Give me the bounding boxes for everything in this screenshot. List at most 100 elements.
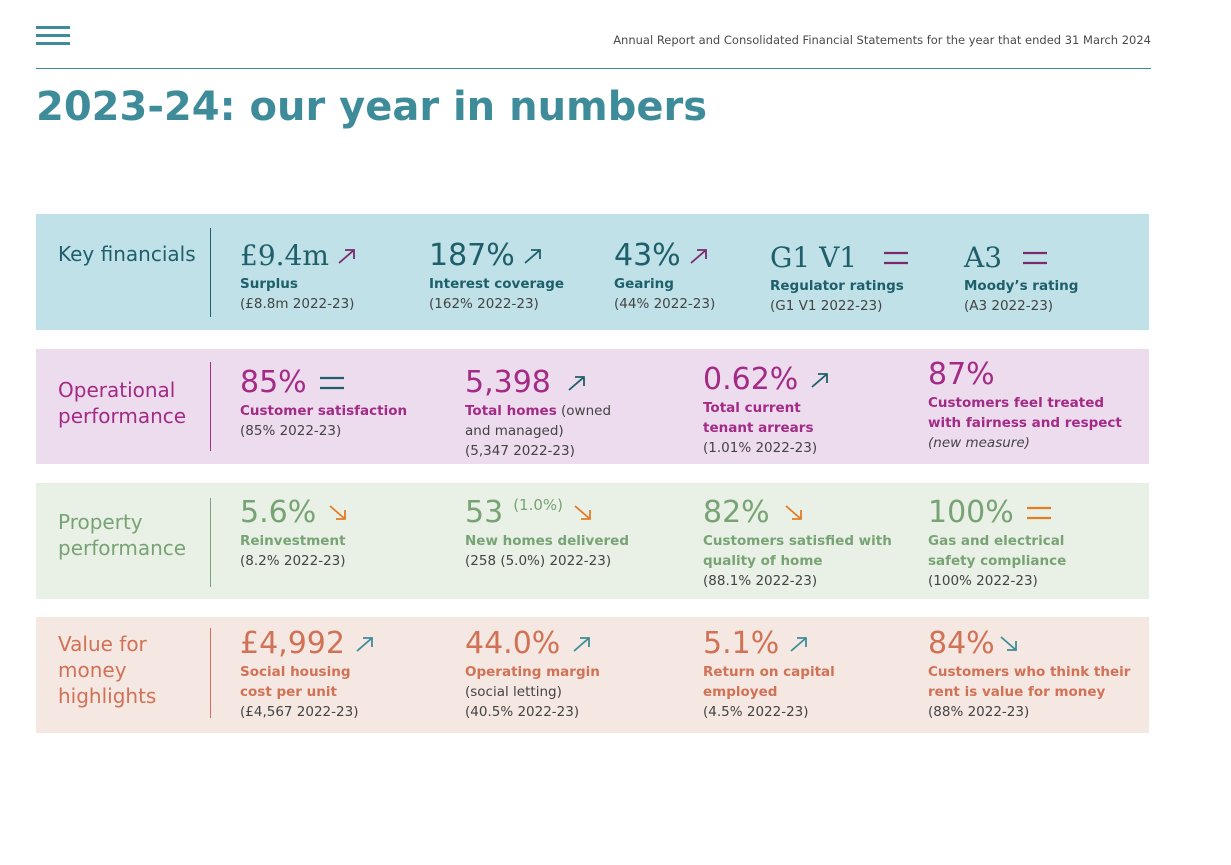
section-label: Value for money highlights [58, 631, 156, 709]
metric-return-on-capital: 5.1% Return on capital employed (4.5% 20… [703, 626, 835, 722]
metric-comparison: (G1 V1 2022-23) [770, 298, 883, 314]
section-divider [210, 498, 211, 587]
metric-label-suffix: (owned [556, 403, 612, 419]
up-arrow-icon [690, 249, 707, 264]
section-label-text: Key financials [58, 242, 196, 266]
section-divider [210, 228, 211, 317]
metric-comparison: (258 (5.0%) 2022-23) [465, 553, 612, 569]
metric-reinvestment: 5.6% Reinvestment (8.2% 2022-23) [240, 495, 348, 571]
document-title: Annual Report and Consolidated Financial… [613, 33, 1151, 47]
metric-value: 0.62% [703, 362, 799, 397]
section-label-line: performance [58, 536, 187, 560]
equal-icon [1026, 506, 1051, 520]
down-arrow-icon [574, 505, 591, 520]
equal-icon [884, 251, 909, 265]
metric-label: employed [703, 684, 778, 700]
metric-value: 84% [928, 626, 995, 661]
metric-value: G1 V1 [770, 241, 858, 274]
key-financials-section: Key financials £9.4m Surplus (£8.8m 2022… [36, 214, 1149, 330]
metric-label: Interest coverage [429, 276, 565, 292]
metric-value: £9.4m [240, 239, 329, 272]
up-arrow-icon [524, 249, 541, 264]
metric-label: Surplus [240, 276, 298, 292]
metric-value: A3 [964, 241, 1003, 274]
metric-value: 87% [928, 357, 995, 392]
metric-total-homes: 5,398 Total homes (owned and managed) (5… [465, 365, 611, 461]
metric-comparison: (88.1% 2022-23) [703, 573, 818, 589]
up-arrow-icon [790, 637, 808, 652]
metric-label: tenant arrears [703, 420, 814, 436]
metric-label: Customers feel treated [928, 395, 1105, 411]
metric-comparison: (85% 2022-23) [240, 423, 342, 439]
up-arrow-icon [811, 373, 829, 388]
metric-label: Operating margin [465, 664, 600, 680]
metric-label: with fairness and respect [928, 415, 1122, 431]
metric-label: Gas and electrical [928, 533, 1065, 549]
page-title: 2023-24: our year in numbers [36, 84, 708, 130]
metric-label: Gearing [614, 276, 674, 292]
metric-label: Social housing [240, 664, 351, 680]
metric-value: 5.6% [240, 495, 317, 530]
equal-icon [319, 376, 344, 390]
section-label-line: Property [58, 510, 143, 534]
metric-label-continued: (social letting) [465, 684, 562, 700]
metric-value: 187% [429, 238, 515, 273]
section-label-line: money [58, 658, 127, 682]
section-label-line: Operational [58, 378, 176, 402]
section-divider [210, 628, 211, 718]
section-label: Property performance [58, 509, 186, 561]
metric-moodys-rating: A3 Moody’s rating (A3 2022-23) [964, 240, 1078, 316]
metric-value: 100% [928, 495, 1014, 530]
metric-interest-coverage: 187% Interest coverage (162% 2022-23) [429, 238, 564, 314]
section-label-line: Value for [58, 632, 147, 656]
metric-new-homes: 53 (1.0%) New homes delivered (258 (5.0%… [465, 495, 629, 571]
section-label-line: performance [58, 404, 187, 428]
metric-value: 85% [240, 365, 307, 400]
metric-label: Reinvestment [240, 533, 346, 549]
metric-tenant-arrears: 0.62% Total current tenant arrears (1.01… [703, 362, 830, 458]
metric-label: Customers satisfied with [703, 533, 892, 549]
up-arrow-icon [356, 637, 373, 652]
metric-label: Total current [703, 400, 801, 416]
metric-label: Regulator ratings [770, 278, 904, 294]
metric-label: New homes delivered [465, 533, 629, 549]
metric-value: 5.1% [703, 626, 780, 661]
operational-performance-section: Operational performance 85% Customer sat… [36, 349, 1149, 464]
metric-gearing: 43% Gearing (44% 2022-23) [614, 238, 715, 314]
down-arrow-icon [1000, 636, 1017, 651]
metric-label: Customers who think their [928, 664, 1131, 680]
metric-fairness-respect: 87% Customers feel treated with fairness… [928, 357, 1122, 453]
header-divider [36, 68, 1151, 69]
metric-comparison: (162% 2022-23) [429, 296, 539, 312]
section-label: Key financials [58, 241, 196, 267]
metric-comparison: (40.5% 2022-23) [465, 704, 580, 720]
metric-label: cost per unit [240, 684, 337, 700]
metric-comparison: (44% 2022-23) [614, 296, 716, 312]
hamburger-menu-icon[interactable] [36, 26, 70, 46]
metric-customer-satisfaction: 85% Customer satisfaction (85% 2022-23) [240, 365, 407, 441]
metric-cost-per-unit: £4,992 Social housing cost per unit (£4,… [240, 626, 375, 722]
metric-comparison: (£8.8m 2022-23) [240, 296, 355, 312]
metric-value: 44.0% [465, 626, 561, 661]
metric-value: 82% [703, 495, 770, 530]
metric-label: Customer satisfaction [240, 403, 408, 419]
metric-safety-compliance: 100% Gas and electrical safety complianc… [928, 495, 1066, 591]
metric-label: safety compliance [928, 553, 1067, 569]
metric-comparison: (4.5% 2022-23) [703, 704, 809, 720]
metric-comparison: (100% 2022-23) [928, 573, 1038, 589]
metric-value: 43% [614, 238, 681, 273]
up-arrow-icon [338, 249, 355, 264]
up-arrow-icon [573, 637, 591, 652]
metric-comparison: (A3 2022-23) [964, 298, 1054, 314]
metric-rent-value-for-money: 84% Customers who think their rent is va… [928, 626, 1130, 722]
down-arrow-icon [329, 505, 347, 520]
metric-quality-of-home: 82% Customers satisfied with quality of … [703, 495, 892, 591]
metric-comparison: (£4,567 2022-23) [240, 704, 359, 720]
metric-comparison: (8.2% 2022-23) [240, 553, 346, 569]
metric-operating-margin: 44.0% Operating margin (social letting) … [465, 626, 600, 722]
metric-value: 5,398 [465, 365, 551, 400]
metric-comparison: (new measure) [928, 435, 1030, 451]
metric-label-continued: and managed) [465, 423, 564, 439]
section-label: Operational performance [58, 377, 186, 429]
metric-value: 53 [465, 495, 504, 530]
